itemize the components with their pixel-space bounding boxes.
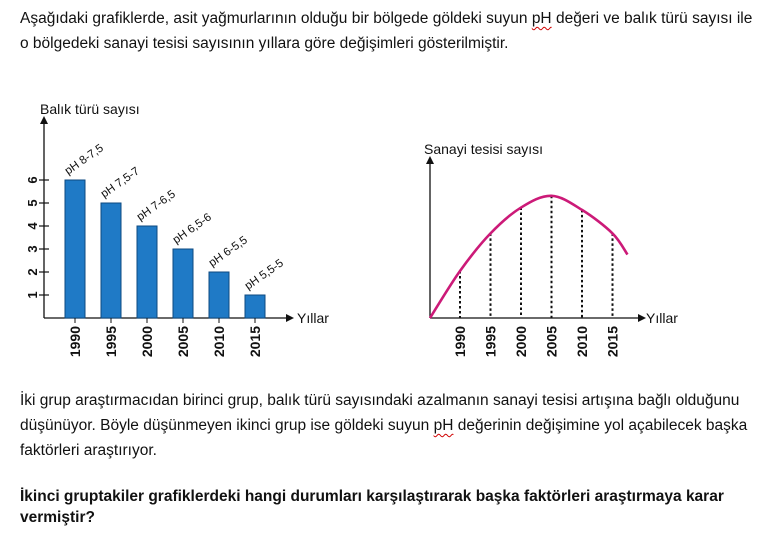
bar-chart-year-label: 2000: [139, 326, 155, 357]
bar-ph-label: pH 8-7,5: [63, 142, 106, 177]
intro-text-b: değeri ve balık türü sayısı ile o bölged…: [20, 10, 753, 52]
bar-ph-label: pH 7-6,5: [135, 188, 178, 223]
industry-count-line-chart: Sanayi tesisi sayısı Yıllar 1990 1995 2000…: [424, 141, 678, 357]
bar-chart-y-tick-label: 6: [25, 176, 40, 183]
bar-chart-y-tick-label: 4: [25, 222, 40, 230]
bar-chart-year-label: 2010: [211, 326, 227, 357]
middle-text-b: değerinin değişimine yol açabilecek başk…: [20, 417, 748, 459]
fish-count-bar: [172, 248, 194, 319]
line-chart-year-label: 2005: [544, 326, 560, 357]
intro-paragraph: Aşağıdaki grafiklerde, asit yağmurlarını…: [20, 6, 760, 56]
industry-count-curve: [428, 194, 629, 319]
fish-count-bar: [244, 294, 266, 319]
bar-chart-y-label: Balık türü sayısı: [40, 101, 140, 117]
question-text: İkinci gruptakiler grafiklerdeki hangi d…: [20, 488, 724, 526]
fish-count-bar: [64, 179, 86, 319]
bar-chart-year-label: 2015: [247, 326, 263, 357]
middle-text-a: İki grup araştırmacıdan birinci grup, ba…: [20, 392, 740, 434]
bar-chart-year-label: 1995: [103, 326, 119, 357]
bar-chart-y-tick-label: 5: [25, 199, 40, 206]
fish-count-bar: [136, 225, 158, 319]
context-paragraph: İki grup araştırmacıdan birinci grup, ba…: [20, 388, 760, 463]
bar-ph-label: pH 5,5-5: [243, 257, 286, 292]
bar-chart-year-label: 2005: [175, 326, 191, 357]
line-chart-x-label: Yıllar: [646, 310, 678, 326]
bar-chart-x-label: Yıllar: [297, 310, 329, 326]
line-chart-y-label: Sanayi tesisi sayısı: [424, 141, 543, 157]
bar-chart-y-tick-label: 1: [25, 291, 40, 298]
bar-chart-y-tick-label: 2: [25, 268, 40, 275]
line-chart-year-label: 2010: [574, 326, 590, 357]
line-chart-year-label: 1995: [483, 326, 499, 357]
intro-ph: pH: [531, 10, 552, 27]
line-chart-year-label: 2015: [605, 326, 621, 357]
bar-ph-label: pH 6-5,5: [207, 234, 250, 269]
bar-ph-label: pH 6,5-6: [171, 211, 214, 246]
fish-species-bar-chart: Balık türü sayısı Yıllar 1 2 3 4 5 6 pH 8-7,5…: [25, 101, 329, 357]
middle-ph: pH: [433, 417, 454, 434]
bar-chart-year-label: 1990: [67, 326, 83, 357]
line-chart-year-label: 1990: [452, 326, 468, 357]
bar-chart-y-tick-label: 3: [25, 245, 40, 252]
intro-text-a: Aşağıdaki grafiklerde, asit yağmurlarını…: [20, 10, 532, 27]
fish-count-bar: [208, 271, 230, 319]
bar-ph-label: pH 7,5-7: [99, 165, 142, 200]
fish-count-bar: [100, 202, 122, 319]
line-chart-year-label: 2000: [513, 326, 529, 357]
